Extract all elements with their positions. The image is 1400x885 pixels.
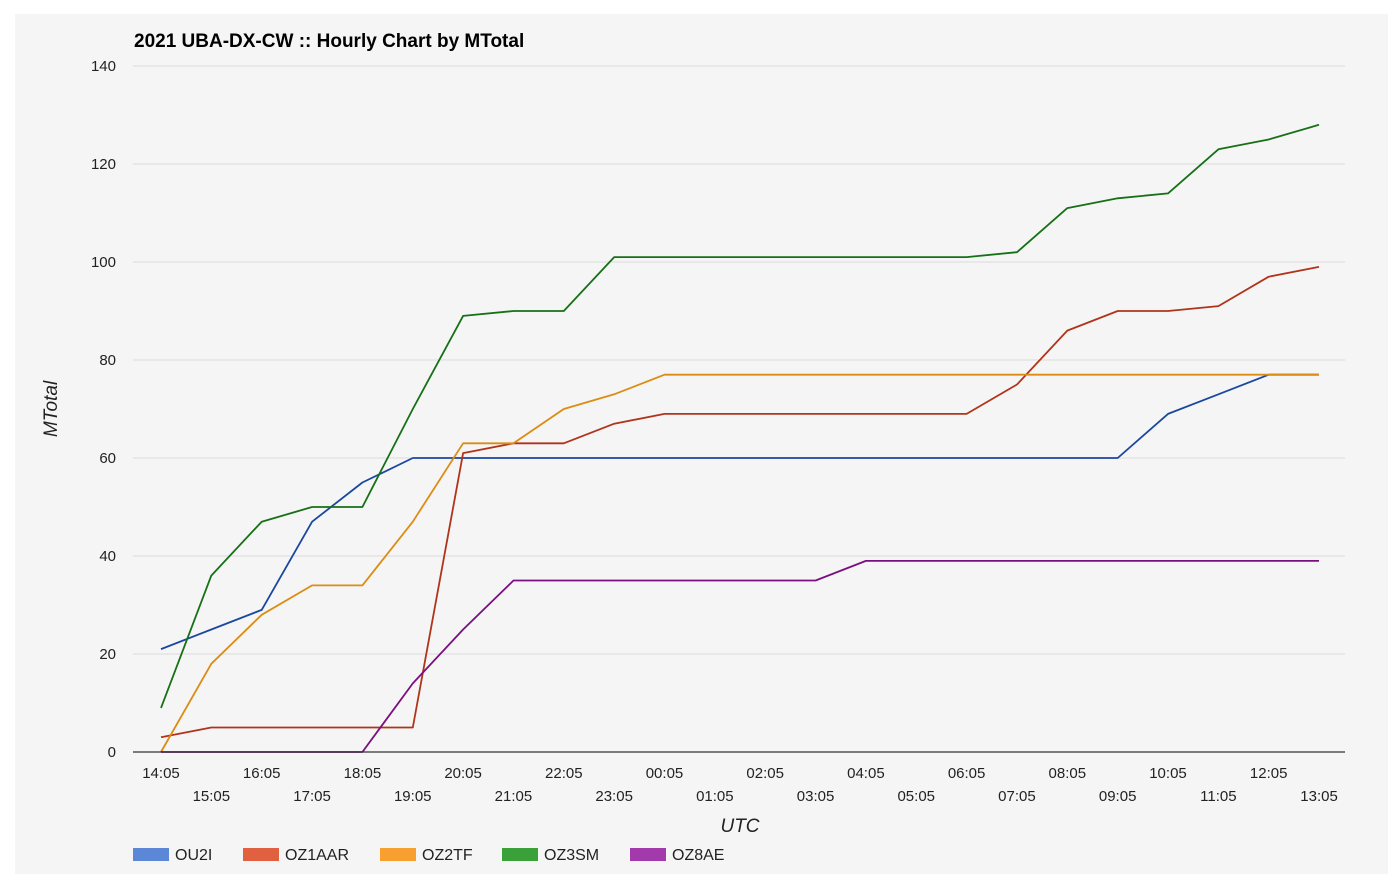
x-tick-label: 00:05	[646, 765, 684, 782]
series-lines	[160, 123, 1320, 753]
legend-swatch	[133, 848, 169, 861]
legend-swatch	[502, 848, 538, 861]
x-tick-label: 06:05	[948, 765, 986, 782]
x-tick-label: 02:05	[746, 765, 784, 782]
series-line-oz8ae	[161, 560, 1319, 753]
x-tick-label: 12:05	[1250, 765, 1288, 782]
x-tick-label: 01:05	[696, 788, 734, 805]
x-axis-label: UTC	[720, 816, 759, 837]
y-tick-label: 120	[91, 156, 116, 173]
x-tick-label: 08:05	[1049, 765, 1087, 782]
x-tick-label: 05:05	[897, 788, 935, 805]
chart-frame	[15, 14, 1388, 874]
legend-label: OZ8AE	[672, 847, 724, 864]
legend: OU2I OZ1AAR OZ2TF OZ3SM OZ8AE	[133, 847, 724, 864]
x-tick-label: 10:05	[1149, 765, 1187, 782]
x-tick-label: 17:05	[293, 788, 331, 805]
y-tick-label: 60	[99, 450, 116, 467]
y-tick-label: 0	[108, 744, 116, 761]
x-tick-label: 15:05	[193, 788, 231, 805]
legend-label: OZ1AAR	[285, 847, 349, 864]
x-tick-label: 11:05	[1200, 788, 1236, 805]
series-line-oz1aar	[160, 266, 1320, 739]
x-tick-label: 03:05	[797, 788, 835, 805]
series-line-oz2tf	[160, 373, 1319, 753]
x-tick-label: 09:05	[1099, 788, 1137, 805]
x-tick-label: 16:05	[243, 765, 281, 782]
grid-lines	[133, 65, 1345, 655]
y-tick-label: 140	[91, 58, 116, 75]
series-line-ou2i	[160, 373, 1319, 650]
chart-title: 2021 UBA-DX-CW :: Hourly Chart by MTotal	[134, 31, 524, 52]
legend-label: OU2I	[175, 847, 212, 864]
legend-swatch	[630, 848, 666, 861]
y-tick-label: 40	[99, 548, 116, 565]
legend-swatch	[243, 848, 279, 861]
legend-swatch	[380, 848, 416, 861]
y-tick-label: 100	[91, 254, 116, 271]
x-tick-label: 14:05	[142, 765, 180, 782]
x-tick-label: 20:05	[444, 765, 482, 782]
x-tick-label: 19:05	[394, 788, 432, 805]
series-line-oz3sm	[160, 123, 1320, 709]
x-tick-label: 21:05	[495, 788, 533, 805]
x-tick-label: 22:05	[545, 765, 583, 782]
y-axis-label: MTotal	[41, 380, 62, 437]
x-tick-label: 18:05	[344, 765, 382, 782]
y-axis-ticks: 0 20 40 60 80 100 120 140	[91, 58, 116, 761]
x-axis-ticks: 14:05 15:05 16:05 17:05 18:05 19:05 20:05 21:05…	[142, 765, 1338, 805]
y-tick-label: 80	[99, 352, 116, 369]
x-tick-label: 04:05	[847, 765, 885, 782]
x-tick-label: 07:05	[998, 788, 1036, 805]
x-tick-label: 13:05	[1300, 788, 1338, 805]
legend-label: OZ2TF	[422, 847, 473, 864]
x-tick-label: 23:05	[595, 788, 633, 805]
legend-label: OZ3SM	[544, 847, 599, 864]
y-tick-label: 20	[99, 646, 116, 663]
